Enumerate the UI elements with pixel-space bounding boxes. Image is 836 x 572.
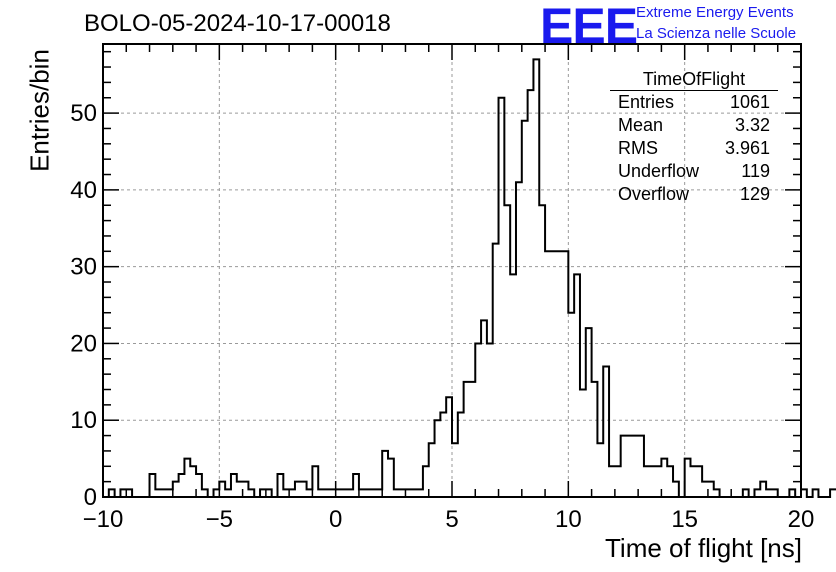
stats-label: RMS — [618, 138, 658, 158]
stats-value: 119 — [741, 161, 770, 181]
stats-label: Entries — [618, 92, 675, 112]
histogram-line — [103, 58, 836, 498]
eee-logo: EEE — [540, 0, 638, 54]
stats-row-overflow: Overflow 129 — [610, 183, 778, 206]
stats-value: 3.32 — [734, 115, 770, 135]
logo-text-line-2: La Scienza nelle Scuole — [636, 25, 797, 42]
y-tick-label: 20 — [70, 330, 97, 357]
plot-title: BOLO-05-2024-10-17-00018 — [84, 10, 391, 37]
x-tick-label: −10 — [83, 506, 124, 533]
stats-label: Overflow — [618, 184, 690, 204]
stats-row-underflow: Underflow 119 — [610, 160, 778, 183]
y-tick-label: 50 — [70, 100, 97, 127]
stats-value: 1061 — [729, 92, 770, 112]
x-axis-label: Time of flight [ns] — [605, 533, 802, 563]
stats-row-mean: Mean 3.32 — [610, 114, 778, 137]
stats-title: TimeOfFlight — [610, 68, 778, 91]
logo-text-line-1: Extreme Energy Events — [636, 4, 794, 21]
stats-row-rms: RMS 3.961 — [610, 137, 778, 160]
x-tick-label: −5 — [206, 506, 233, 533]
x-tick-label: 15 — [671, 506, 698, 533]
x-tick-label: 10 — [555, 506, 582, 533]
x-tick-label: 5 — [445, 506, 458, 533]
stats-value: 3.961 — [724, 138, 770, 158]
y-axis-label: Entries/bin — [24, 49, 55, 172]
axis-ticks — [102, 44, 802, 498]
stats-row-entries: Entries 1061 — [610, 91, 778, 114]
stats-value: 129 — [739, 184, 770, 204]
x-tick-labels: −10 −5 0 5 10 15 20 — [83, 506, 815, 533]
x-tick-label: 20 — [788, 506, 815, 533]
stats-label: Underflow — [618, 161, 700, 181]
y-tick-label: 10 — [70, 407, 97, 434]
stats-box: TimeOfFlight Entries 1061 Mean 3.32 RMS … — [610, 68, 778, 206]
y-tick-label: 0 — [84, 484, 97, 511]
y-tick-labels: 0 10 20 30 40 50 — [70, 100, 97, 511]
y-tick-label: 30 — [70, 254, 97, 281]
y-tick-label: 40 — [70, 177, 97, 204]
stats-label: Mean — [618, 115, 664, 135]
x-tick-label: 0 — [329, 506, 342, 533]
